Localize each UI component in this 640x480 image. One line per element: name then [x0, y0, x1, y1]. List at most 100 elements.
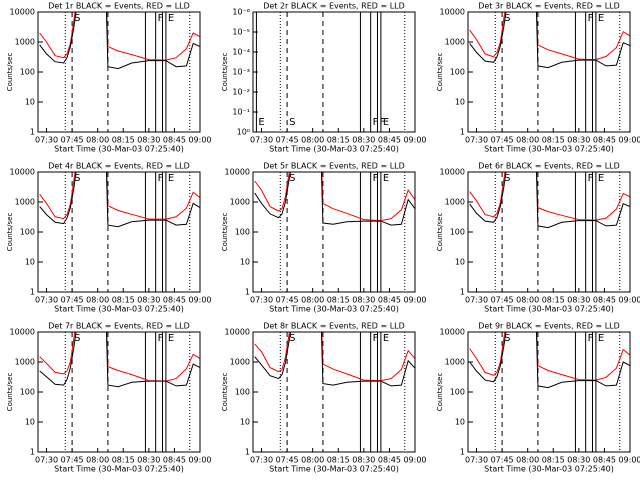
y-tick-label: 1000	[230, 358, 250, 367]
y-tick-label: 10	[455, 418, 465, 427]
y-tick-label: 10	[25, 418, 35, 427]
x-axis-label: Start Time (30-Mar-03 07:25:40)	[54, 145, 184, 154]
x-tick-label: 07:45	[61, 456, 84, 465]
event-label: S	[289, 333, 295, 344]
event-label: E	[168, 173, 174, 184]
y-tick-label: 1000	[445, 358, 465, 367]
event-label: E	[258, 117, 264, 128]
y-tick-label: 10	[25, 258, 35, 267]
y-tick-label: 10⁻⁴	[232, 48, 250, 57]
y-tick-label: 1	[460, 448, 465, 457]
y-tick-label: 1	[30, 128, 35, 137]
x-tick-label: 08:15	[542, 456, 565, 465]
x-tick-label: 08:30	[352, 456, 375, 465]
panel-title: Det 3r BLACK = Events, RED = LLD	[478, 2, 620, 11]
y-tick-label: 1	[245, 288, 250, 297]
x-tick-label: 07:45	[491, 456, 514, 465]
x-tick-label: 08:30	[137, 456, 160, 465]
panel-title: Det 2r BLACK = Events, RED = LLD	[263, 2, 405, 11]
x-tick-label: 08:15	[112, 456, 135, 465]
panel-title: Det 9r BLACK = Events, RED = LLD	[478, 322, 620, 331]
x-axis-label: Start Time (30-Mar-03 07:25:40)	[484, 305, 614, 314]
x-tick-label: 07:45	[61, 136, 84, 145]
x-tick-label: 08:30	[137, 296, 160, 305]
event-label: F	[158, 333, 164, 344]
y-tick-label: 10000	[440, 8, 465, 17]
event-label: S	[74, 13, 80, 24]
event-label: S	[504, 173, 510, 184]
y-tick-label: 1000	[15, 38, 35, 47]
y-tick-label: 1000	[15, 358, 35, 367]
x-tick-label: 08:45	[593, 136, 616, 145]
y-tick-label: 10000	[10, 328, 35, 337]
event-label: E	[383, 333, 389, 344]
x-tick-label: 09:00	[618, 296, 640, 305]
x-axis-label: Start Time (30-Mar-03 07:25:40)	[54, 305, 184, 314]
event-label: E	[383, 117, 389, 128]
panel: Det 8r BLACK = Events, RED = LLD Start Ti…	[221, 322, 427, 474]
event-label: S	[289, 117, 295, 128]
x-tick-label: 07:30	[465, 136, 488, 145]
event-label: E	[598, 333, 604, 344]
x-tick-label: 08:30	[352, 296, 375, 305]
x-tick-label: 07:30	[250, 456, 273, 465]
y-tick-label: 1	[245, 448, 250, 457]
data-line	[469, 172, 630, 229]
data-line	[469, 332, 630, 389]
data-line	[39, 12, 200, 70]
y-tick-label: 10000	[440, 168, 465, 177]
y-tick-label: 10	[240, 258, 250, 267]
x-tick-label: 08:00	[86, 136, 109, 145]
panel-title: Det 4r BLACK = Events, RED = LLD	[48, 162, 190, 171]
x-tick-label: 08:00	[86, 296, 109, 305]
plot-frame	[252, 171, 416, 293]
y-axis-label: Counts/sec	[436, 53, 444, 92]
y-tick-label: 10000	[225, 328, 250, 337]
x-tick-label: 08:15	[327, 456, 350, 465]
panel: Det 6r BLACK = Events, RED = LLD Start Ti…	[436, 162, 640, 314]
event-label: E	[598, 173, 604, 184]
plot-frame	[37, 11, 201, 133]
event-label: E	[383, 173, 389, 184]
x-axis-label: Start Time (30-Mar-03 07:25:40)	[269, 305, 399, 314]
x-tick-label: 08:45	[163, 456, 186, 465]
x-tick-label: 07:30	[465, 456, 488, 465]
x-tick-label: 07:30	[250, 136, 273, 145]
event-label: F	[588, 173, 594, 184]
plot-frame	[467, 331, 631, 453]
event-label: S	[74, 333, 80, 344]
y-tick-label: 10⁻²	[232, 88, 250, 97]
x-tick-label: 08:45	[378, 136, 401, 145]
y-tick-label: 100	[20, 68, 35, 77]
panel-title: Det 7r BLACK = Events, RED = LLD	[48, 322, 190, 331]
y-axis-label: Counts/sec	[436, 373, 444, 412]
x-tick-label: 08:45	[163, 136, 186, 145]
y-axis-label: Counts/sec	[221, 373, 229, 412]
x-tick-label: 08:00	[301, 296, 324, 305]
x-tick-label: 08:00	[516, 456, 539, 465]
y-tick-label: 10000	[225, 168, 250, 177]
panel: Det 4r BLACK = Events, RED = LLD Start Ti…	[6, 162, 212, 314]
x-tick-label: 07:45	[491, 296, 514, 305]
x-tick-label: 07:30	[250, 296, 273, 305]
y-tick-label: 1	[460, 128, 465, 137]
panel: Det 5r BLACK = Events, RED = LLD Start Ti…	[221, 162, 427, 314]
x-tick-label: 08:15	[327, 136, 350, 145]
y-axis-label: Counts/sec	[6, 373, 14, 412]
y-tick-label: 10⁰	[237, 128, 250, 137]
x-tick-label: 08:45	[378, 456, 401, 465]
x-tick-label: 08:45	[378, 296, 401, 305]
panel: Det 3r BLACK = Events, RED = LLD Start Ti…	[436, 2, 640, 154]
x-tick-label: 07:45	[276, 456, 299, 465]
y-tick-label: 1	[30, 448, 35, 457]
y-axis-label: Counts/sec	[436, 213, 444, 252]
x-tick-label: 07:30	[35, 456, 58, 465]
event-label: F	[588, 333, 594, 344]
data-line	[469, 12, 630, 69]
event-label: F	[158, 173, 164, 184]
data-line	[39, 172, 200, 228]
x-tick-label: 07:45	[276, 296, 299, 305]
y-tick-label: 10000	[10, 8, 35, 17]
x-tick-label: 07:45	[491, 136, 514, 145]
